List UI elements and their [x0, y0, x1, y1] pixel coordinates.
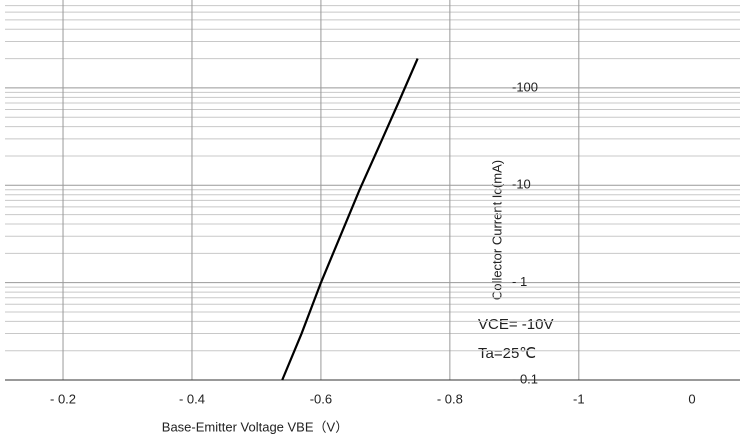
y-tick-label: -100 [512, 79, 538, 94]
y-tick-label: -10 [512, 177, 531, 192]
x-tick-label: -0.6 [310, 391, 332, 406]
x-axis-label: Base-Emitter Voltage VBE（V） [162, 419, 348, 434]
annotation: 0 [688, 391, 695, 406]
data-line [281, 58, 419, 381]
annotation: Ta=25℃ [478, 345, 536, 362]
x-tick-label: - 0.2 [50, 391, 76, 406]
y-axis-label: Collector Current Ic(mA) [489, 160, 504, 300]
y-tick-label: - 1 [512, 274, 527, 289]
x-tick-label: -1 [573, 391, 585, 406]
x-tick-label: - 0.8 [437, 391, 463, 406]
x-tick-label: - 0.4 [179, 391, 205, 406]
y-tick-label: - 0.1 [512, 371, 538, 386]
annotation: VCE= -10V [478, 316, 553, 333]
